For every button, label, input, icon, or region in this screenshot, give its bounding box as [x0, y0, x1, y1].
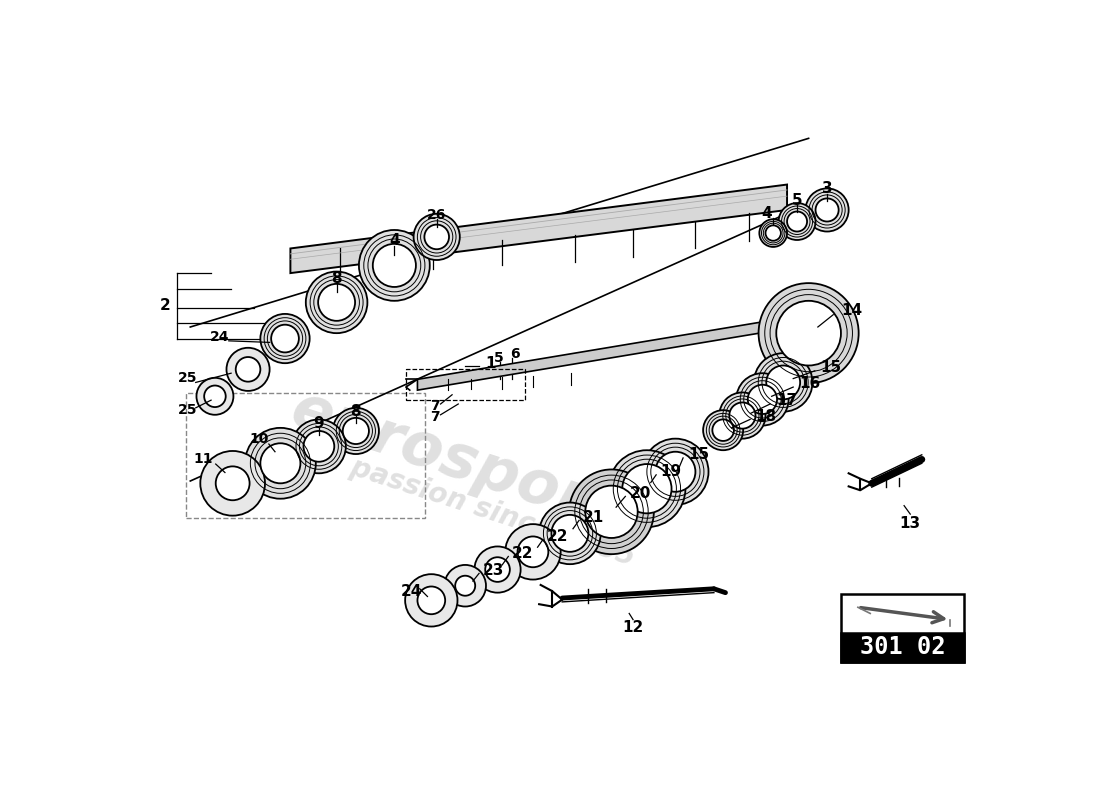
Circle shape [642, 438, 708, 505]
Circle shape [656, 452, 695, 492]
Circle shape [815, 198, 838, 222]
Circle shape [779, 203, 815, 240]
Text: 9: 9 [314, 416, 324, 430]
Circle shape [216, 466, 250, 500]
Circle shape [261, 314, 310, 363]
Text: eurosports: eurosports [284, 380, 659, 551]
Text: 3: 3 [822, 181, 833, 196]
Circle shape [261, 443, 300, 483]
Circle shape [759, 219, 788, 247]
Text: 15: 15 [821, 359, 842, 374]
Circle shape [551, 515, 588, 552]
Text: 26: 26 [427, 207, 447, 222]
Text: 17: 17 [777, 394, 797, 409]
Circle shape [736, 373, 789, 426]
Text: 1: 1 [485, 357, 496, 371]
Text: 22: 22 [547, 529, 569, 544]
Text: 18: 18 [756, 409, 777, 424]
Polygon shape [290, 185, 788, 273]
Circle shape [359, 230, 430, 301]
Circle shape [713, 419, 734, 441]
Text: 19: 19 [661, 464, 682, 479]
Text: 22: 22 [512, 546, 532, 561]
Circle shape [748, 385, 777, 414]
Circle shape [373, 244, 416, 287]
Circle shape [788, 211, 807, 231]
Text: 12: 12 [623, 620, 643, 635]
Circle shape [425, 225, 449, 250]
Circle shape [318, 284, 355, 321]
Text: a passion since 1985: a passion since 1985 [320, 444, 638, 571]
Circle shape [455, 576, 475, 596]
Circle shape [729, 402, 756, 429]
Text: 24: 24 [210, 330, 229, 344]
Text: 14: 14 [842, 302, 862, 318]
Circle shape [623, 464, 671, 514]
Text: 7: 7 [430, 410, 440, 424]
Circle shape [205, 386, 225, 407]
Circle shape [474, 546, 520, 593]
Circle shape [505, 524, 561, 579]
Text: 4: 4 [761, 206, 772, 221]
Circle shape [585, 486, 638, 538]
Text: 21: 21 [583, 510, 604, 525]
Circle shape [539, 502, 601, 564]
Circle shape [235, 357, 261, 382]
Circle shape [759, 283, 859, 383]
Text: 24: 24 [400, 584, 422, 599]
Circle shape [304, 431, 334, 462]
Text: 23: 23 [483, 563, 504, 578]
Bar [186, 394, 425, 518]
Text: 15: 15 [689, 447, 710, 462]
Circle shape [418, 586, 446, 614]
Text: 301 02: 301 02 [860, 635, 945, 659]
Circle shape [518, 537, 548, 567]
Circle shape [766, 226, 781, 241]
Text: 5: 5 [494, 350, 503, 365]
Text: 16: 16 [800, 377, 821, 391]
Text: 11: 11 [194, 453, 213, 466]
Circle shape [767, 366, 800, 399]
Circle shape [444, 565, 486, 606]
Circle shape [271, 325, 299, 353]
Circle shape [343, 418, 368, 444]
Circle shape [227, 348, 270, 391]
Circle shape [805, 189, 849, 231]
Circle shape [754, 353, 813, 412]
Polygon shape [418, 318, 788, 390]
Text: 8: 8 [351, 404, 361, 419]
Circle shape [569, 470, 653, 554]
Circle shape [197, 378, 233, 414]
Circle shape [405, 574, 458, 626]
Circle shape [719, 393, 766, 438]
Text: 13: 13 [900, 516, 921, 531]
Circle shape [332, 408, 378, 454]
Bar [842, 633, 964, 662]
Circle shape [245, 428, 316, 498]
Text: 10: 10 [249, 433, 268, 446]
Text: 2: 2 [160, 298, 170, 313]
Circle shape [200, 451, 265, 516]
Text: 8: 8 [331, 271, 342, 286]
Text: 4: 4 [389, 234, 399, 248]
Circle shape [777, 301, 842, 366]
Circle shape [306, 271, 367, 333]
Circle shape [703, 410, 744, 450]
Text: 25: 25 [178, 371, 198, 385]
Circle shape [292, 419, 345, 474]
Bar [406, 370, 526, 400]
Text: 5: 5 [792, 194, 802, 208]
Text: 7: 7 [430, 398, 440, 413]
Bar [842, 594, 964, 662]
Circle shape [414, 214, 460, 260]
Circle shape [608, 450, 685, 527]
Circle shape [485, 558, 510, 582]
Text: 25: 25 [178, 403, 198, 417]
Text: 6: 6 [510, 347, 520, 361]
Text: 20: 20 [630, 486, 651, 501]
